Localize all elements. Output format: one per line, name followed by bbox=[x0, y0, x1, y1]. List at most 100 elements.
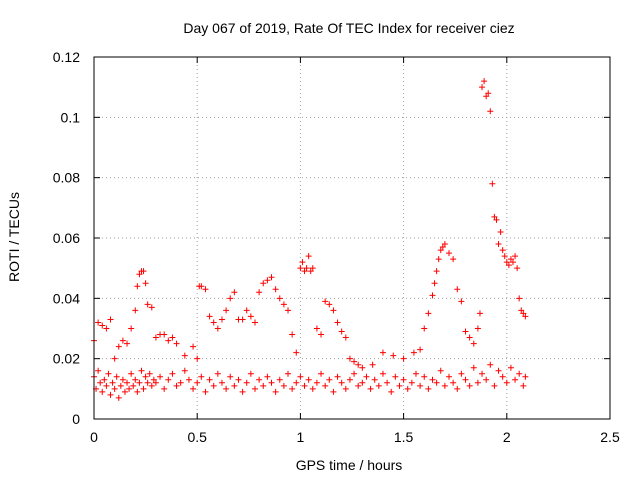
data-point bbox=[165, 337, 172, 344]
data-point bbox=[185, 376, 192, 383]
data-point bbox=[379, 349, 386, 356]
data-point bbox=[342, 334, 349, 341]
data-point bbox=[142, 373, 149, 380]
data-point bbox=[165, 376, 172, 383]
data-point bbox=[144, 301, 151, 308]
data-point bbox=[466, 334, 473, 341]
x-axis-title: GPS time / hours bbox=[296, 457, 403, 473]
data-point bbox=[462, 376, 469, 383]
data-point bbox=[301, 268, 308, 275]
data-point bbox=[326, 301, 333, 308]
chart-title: Day 067 of 2019, Rate Of TEC Index for r… bbox=[183, 20, 514, 36]
data-point bbox=[346, 355, 353, 362]
data-point bbox=[297, 265, 304, 272]
x-tick-label: 1.5 bbox=[394, 429, 414, 445]
data-point bbox=[124, 340, 131, 347]
data-point bbox=[431, 280, 438, 287]
data-point bbox=[223, 307, 230, 314]
data-point bbox=[400, 376, 407, 383]
data-point bbox=[303, 265, 310, 272]
data-point bbox=[243, 379, 250, 386]
data-point bbox=[512, 253, 519, 260]
data-point bbox=[111, 355, 118, 362]
data-point bbox=[466, 382, 473, 389]
data-point bbox=[126, 385, 133, 392]
data-point bbox=[495, 367, 502, 374]
data-point bbox=[103, 382, 110, 389]
data-point bbox=[493, 216, 500, 223]
data-point bbox=[194, 379, 201, 386]
data-point bbox=[338, 379, 345, 386]
data-point bbox=[371, 376, 378, 383]
data-point bbox=[485, 90, 492, 97]
data-point bbox=[462, 328, 469, 335]
data-point bbox=[483, 93, 490, 100]
data-point bbox=[105, 370, 112, 377]
data-point bbox=[437, 247, 444, 254]
data-point bbox=[322, 382, 329, 389]
data-point bbox=[276, 376, 283, 383]
data-point bbox=[307, 268, 314, 275]
data-point bbox=[433, 268, 440, 275]
data-point bbox=[509, 259, 516, 266]
data-point bbox=[351, 370, 358, 377]
data-point bbox=[487, 108, 494, 115]
data-point bbox=[146, 370, 153, 377]
data-point bbox=[450, 379, 457, 386]
data-point bbox=[338, 328, 345, 335]
x-tick-label: 2 bbox=[503, 429, 511, 445]
data-point bbox=[425, 385, 432, 392]
data-point bbox=[470, 364, 477, 371]
data-point bbox=[206, 376, 213, 383]
x-tick-label: 2.5 bbox=[600, 429, 620, 445]
data-point bbox=[520, 382, 527, 389]
data-point bbox=[446, 250, 453, 257]
data-point bbox=[223, 385, 230, 392]
data-point bbox=[293, 349, 300, 356]
data-point bbox=[512, 376, 519, 383]
data-point bbox=[264, 277, 271, 284]
data-point bbox=[136, 271, 143, 278]
data-point bbox=[322, 298, 329, 305]
data-point bbox=[142, 280, 149, 287]
data-point bbox=[412, 370, 419, 377]
data-point bbox=[132, 376, 139, 383]
data-point bbox=[231, 382, 238, 389]
data-point bbox=[140, 268, 147, 275]
data-point bbox=[210, 382, 217, 389]
data-point bbox=[227, 295, 234, 302]
data-point bbox=[190, 343, 197, 350]
data-point bbox=[516, 295, 523, 302]
data-point bbox=[318, 331, 325, 338]
data-point bbox=[499, 373, 506, 380]
data-point bbox=[190, 385, 197, 392]
data-point bbox=[161, 385, 168, 392]
data-point bbox=[309, 265, 316, 272]
data-point bbox=[334, 319, 341, 326]
data-point bbox=[173, 382, 180, 389]
data-point bbox=[435, 256, 442, 263]
data-point bbox=[293, 379, 300, 386]
data-point bbox=[313, 379, 320, 386]
data-point bbox=[99, 388, 106, 395]
data-point bbox=[198, 283, 205, 290]
data-point bbox=[483, 376, 490, 383]
data-point bbox=[251, 319, 258, 326]
data-point bbox=[247, 370, 254, 377]
y-tick-label: 0.04 bbox=[53, 290, 80, 306]
data-point bbox=[301, 382, 308, 389]
data-point bbox=[514, 265, 521, 272]
data-point bbox=[181, 352, 188, 359]
data-point bbox=[495, 241, 502, 248]
data-point bbox=[148, 382, 155, 389]
data-point bbox=[113, 373, 120, 380]
data-point bbox=[115, 343, 122, 350]
data-point bbox=[268, 274, 275, 281]
data-point bbox=[148, 304, 155, 311]
data-point bbox=[375, 382, 382, 389]
data-point bbox=[101, 376, 108, 383]
data-point bbox=[501, 253, 508, 260]
data-point bbox=[136, 379, 143, 386]
data-point bbox=[202, 286, 209, 293]
plot-frame bbox=[93, 56, 611, 420]
